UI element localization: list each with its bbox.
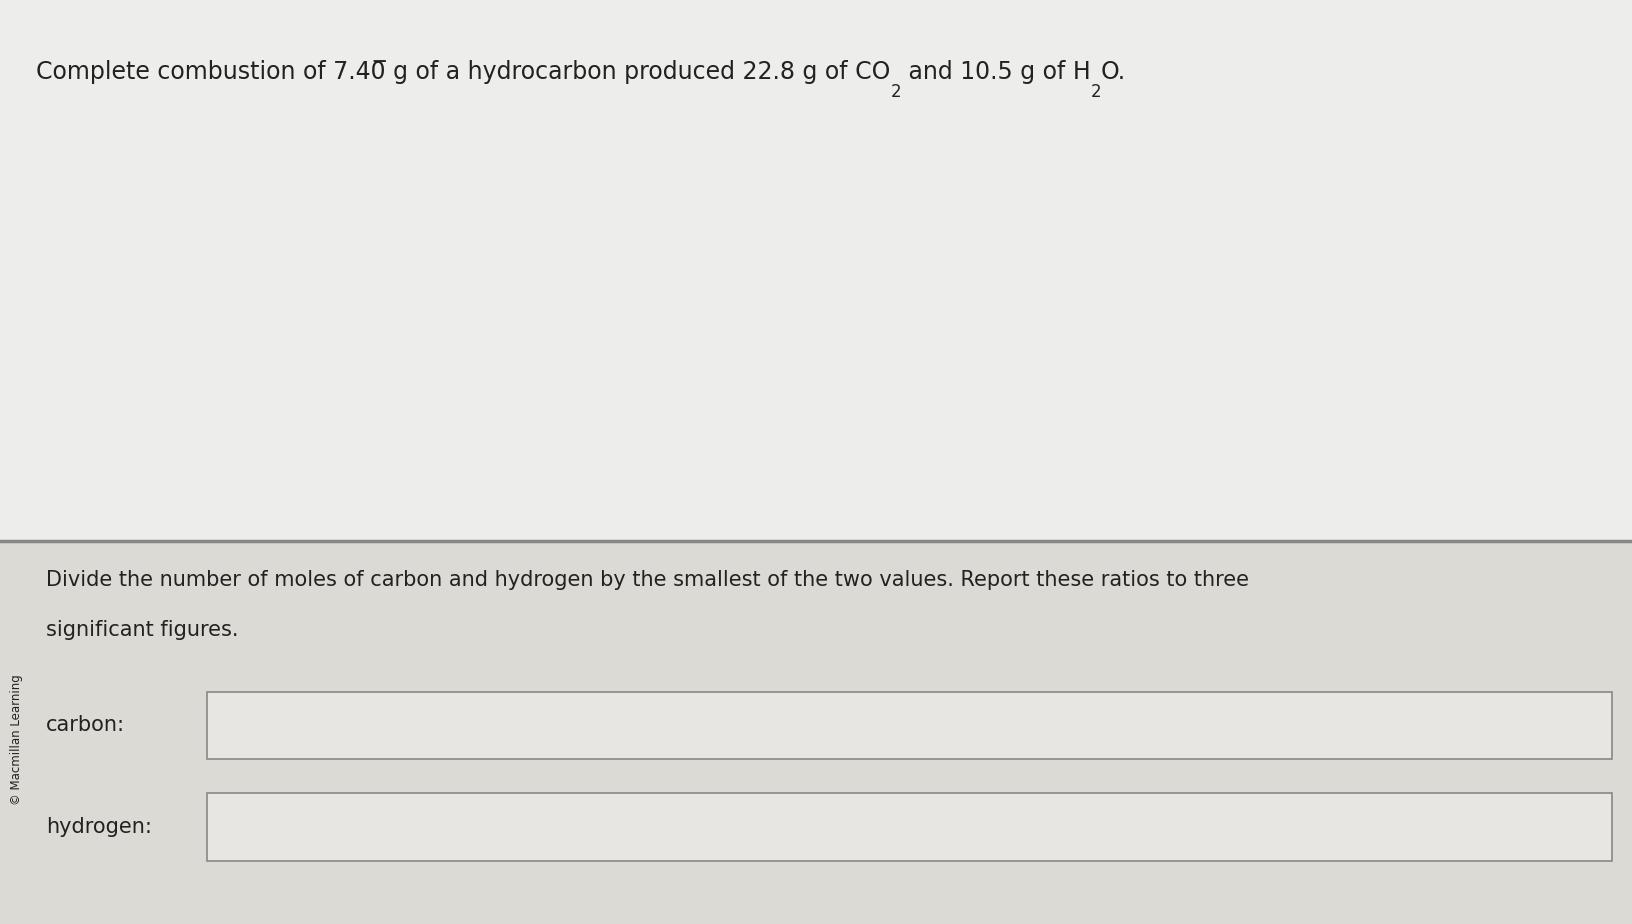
FancyBboxPatch shape xyxy=(207,793,1612,861)
Text: O.: O. xyxy=(1102,59,1126,83)
Text: carbon:: carbon: xyxy=(46,715,124,736)
FancyBboxPatch shape xyxy=(0,541,1632,924)
Text: and 10.5 g of H: and 10.5 g of H xyxy=(901,59,1090,83)
Text: 2: 2 xyxy=(1090,83,1102,101)
FancyBboxPatch shape xyxy=(0,0,1632,541)
Text: significant figures.: significant figures. xyxy=(46,620,238,640)
Text: Complete combustion of 7.40̅ g of a hydrocarbon produced 22.8 g of CO: Complete combustion of 7.40̅ g of a hydr… xyxy=(36,59,891,83)
Text: Divide the number of moles of carbon and hydrogen by the smallest of the two val: Divide the number of moles of carbon and… xyxy=(46,570,1248,590)
Text: hydrogen:: hydrogen: xyxy=(46,817,152,837)
FancyBboxPatch shape xyxy=(207,691,1612,760)
Text: © Macmillan Learning: © Macmillan Learning xyxy=(10,674,23,805)
Text: 2: 2 xyxy=(891,83,901,101)
